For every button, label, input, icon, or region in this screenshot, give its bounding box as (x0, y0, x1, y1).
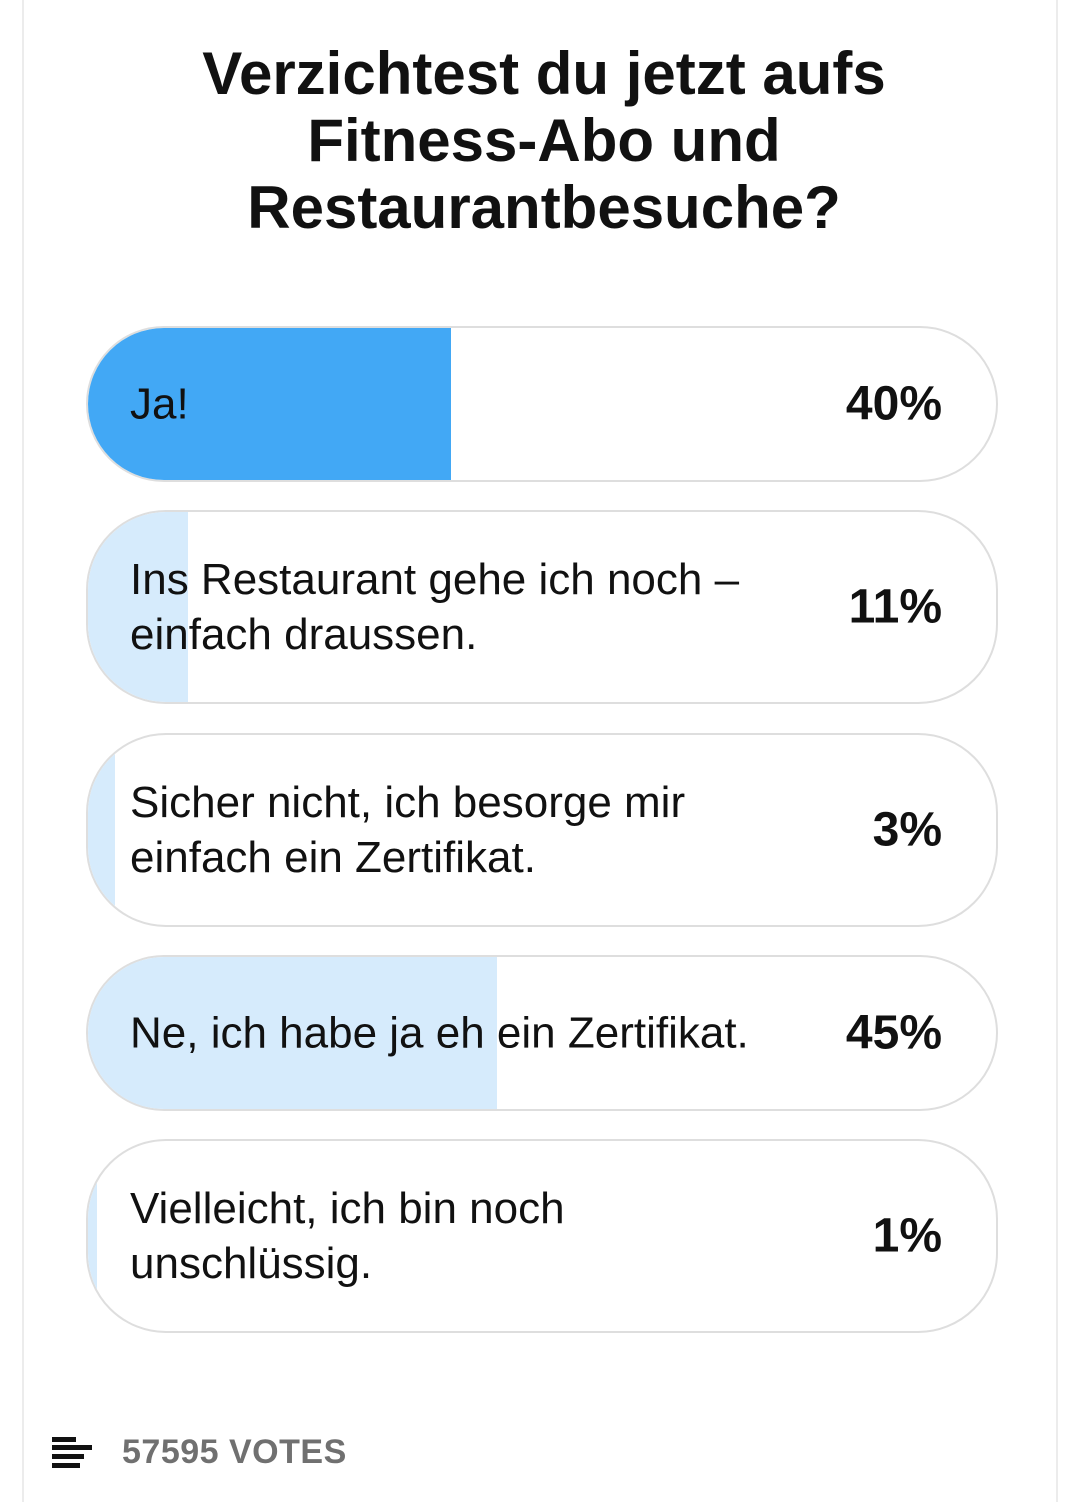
option-percent: 1% (872, 1209, 942, 1263)
option-percent: 40% (845, 377, 942, 431)
poll-question: Verzichtest du jetzt aufs Fitness-Abo un… (202, 40, 886, 241)
poll-option-ja[interactable]: Ja! 40% (86, 326, 998, 482)
poll-card: Verzichtest du jetzt aufs Fitness-Abo un… (22, 0, 1058, 1502)
option-label: Ja! (130, 379, 189, 429)
result-bar (88, 957, 497, 1109)
option-label: Sicher nicht, ich besorge mir einfach ei… (130, 778, 686, 882)
poll-option-zertifikat-vorhanden[interactable]: Ne, ich habe ja eh ein Zertifikat. 45% (86, 955, 998, 1111)
result-bar (88, 1141, 98, 1331)
option-label: Ne, ich habe ja eh ein Zertifikat. (130, 1008, 749, 1058)
poll-option-restaurant-draussen[interactable]: Ins Restaurant gehe ich noch – einfach d… (86, 510, 998, 704)
option-label: Ins Restaurant gehe ich noch – einfach d… (130, 555, 740, 659)
result-bar (88, 328, 452, 480)
vote-count: 57595 VOTES (122, 1432, 347, 1471)
poll-option-unschluessig[interactable]: Vielleicht, ich bin noch unschlüssig. 1% (86, 1139, 998, 1333)
option-label: Vielleicht, ich bin noch unschlüssig. (130, 1184, 565, 1288)
bar-list-icon (52, 1435, 92, 1469)
result-bar (88, 735, 116, 925)
option-percent: 45% (845, 1006, 942, 1060)
option-percent: 11% (848, 580, 942, 634)
result-bar (88, 512, 188, 702)
poll-footer: 57595 VOTES (52, 1430, 347, 1474)
poll-option-zertifikat-besorgen[interactable]: Sicher nicht, ich besorge mir einfach ei… (86, 733, 998, 927)
option-percent: 3% (872, 803, 942, 857)
